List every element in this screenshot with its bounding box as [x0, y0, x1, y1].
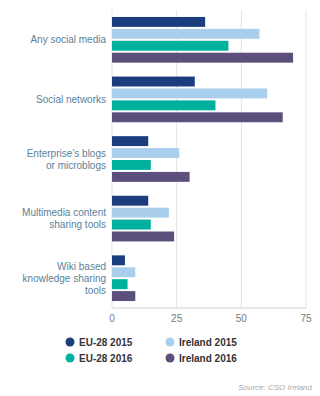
category-label: Any social media	[30, 34, 106, 45]
bar	[112, 17, 205, 27]
bar	[112, 112, 283, 122]
bar	[112, 232, 174, 242]
legend-label: EU-28 2016	[79, 353, 133, 364]
legend-swatch	[166, 354, 175, 363]
category-label: Enterprise’s blogsor microblogs	[27, 148, 106, 171]
grid	[112, 10, 306, 308]
category-label: Multimedia contentsharing tools	[22, 207, 106, 230]
grid-line	[306, 10, 307, 308]
bar	[112, 255, 125, 265]
tick-label: 75	[300, 313, 312, 324]
bar	[112, 291, 135, 301]
x-axis-line	[112, 308, 306, 309]
legend-swatch	[66, 338, 75, 347]
legend-swatch	[166, 338, 175, 347]
bar	[112, 88, 267, 98]
chart: 0 25 50 75 Any social media Social networks En…	[0, 0, 320, 396]
category-label: Wiki basedknowledge sharingtools	[23, 261, 106, 296]
bar	[112, 220, 151, 230]
bar	[112, 208, 169, 218]
tick-label: 25	[171, 313, 183, 324]
bar	[112, 100, 215, 110]
legend-label: EU-28 2015	[79, 337, 133, 348]
bars	[112, 17, 293, 301]
source-note: Source: CSO Ireland	[238, 383, 312, 392]
chart-container: 0 25 50 75 Any social media Social networks En…	[0, 0, 320, 396]
bar	[112, 160, 151, 170]
legend: EU-28 2015 Ireland 2015 EU-28 2016 Ireland …	[66, 337, 238, 364]
legend-label: Ireland 2016	[179, 353, 237, 364]
tick-label: 0	[109, 313, 115, 324]
bar	[112, 136, 148, 146]
bar	[112, 172, 190, 182]
bar	[112, 77, 195, 87]
bar	[112, 53, 293, 63]
tick-label: 50	[236, 313, 248, 324]
bar	[112, 267, 135, 277]
bar	[112, 196, 148, 206]
legend-swatch	[66, 354, 75, 363]
bar	[112, 279, 128, 289]
bar	[112, 41, 228, 51]
bar	[112, 148, 179, 158]
legend-label: Ireland 2015	[179, 337, 237, 348]
category-label: Social networks	[36, 94, 106, 105]
bar	[112, 29, 259, 39]
